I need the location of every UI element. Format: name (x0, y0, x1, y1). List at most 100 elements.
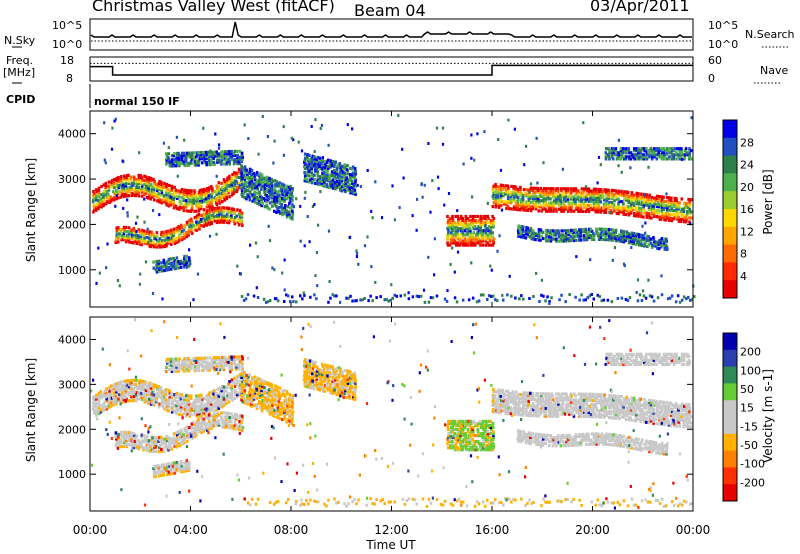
range-cell (467, 237, 470, 241)
noise-cell (256, 255, 259, 259)
range-cell (177, 367, 181, 371)
range-cell (273, 179, 277, 183)
range-cell (633, 147, 636, 151)
range-cell (492, 241, 495, 245)
range-cell (466, 243, 470, 247)
range-cell (515, 207, 518, 211)
range-cell (595, 200, 598, 204)
range-cell (647, 243, 651, 247)
range-cell (170, 265, 174, 269)
range-cell (116, 385, 120, 389)
range-cell (225, 156, 228, 160)
range-cell (289, 206, 292, 210)
range-cell (200, 356, 203, 360)
range-cell (190, 193, 193, 197)
range-cell (600, 192, 604, 196)
range-cell (316, 172, 319, 176)
range-cell (331, 377, 335, 381)
range-cell (257, 200, 261, 204)
range-cell (341, 170, 345, 175)
range-cell (579, 230, 583, 234)
range-cell (655, 204, 659, 209)
range-cell (260, 173, 264, 177)
range-cell (205, 356, 209, 360)
range-cell (173, 189, 176, 193)
range-cell (662, 201, 665, 205)
noise-cell (304, 190, 307, 194)
range-cell (162, 183, 165, 188)
range-cell (336, 383, 339, 387)
range-cell (157, 196, 160, 200)
range-cell (142, 382, 146, 386)
range-cell (660, 205, 664, 209)
range-cell (615, 211, 619, 215)
range-cell (595, 193, 598, 197)
range-cell (218, 212, 221, 216)
range-cell (165, 242, 169, 246)
range-cell (183, 263, 186, 267)
range-cell (639, 233, 643, 237)
ground-scatter-cell (385, 298, 388, 302)
range-cell (170, 396, 174, 400)
range-cell (160, 390, 164, 394)
range-cell (570, 237, 574, 241)
noise-cell (681, 157, 684, 161)
range-cell (308, 160, 312, 164)
range-cell (123, 192, 126, 196)
range-cell (173, 204, 176, 208)
range-cell (524, 192, 527, 196)
range-cell (575, 191, 579, 195)
range-cell (94, 208, 98, 212)
range-cell (195, 421, 199, 425)
range-cell (305, 385, 309, 389)
range-cell (662, 147, 666, 151)
range-cell (554, 207, 558, 211)
range-cell (206, 203, 209, 207)
range-cell (175, 207, 179, 211)
range-cell (177, 436, 180, 440)
range-cell (243, 189, 247, 194)
range-cell (579, 234, 582, 238)
noise-cell (266, 135, 269, 138)
range-cell (181, 153, 184, 157)
range-cell (637, 153, 641, 157)
range-cell (318, 370, 322, 374)
range-cell (345, 395, 349, 399)
range-cell (614, 189, 618, 193)
range-cell (311, 360, 314, 364)
range-cell (102, 394, 105, 398)
noise-cell (249, 243, 252, 247)
range-cell (94, 405, 98, 409)
range-cell (648, 239, 651, 243)
range-cell (208, 186, 211, 190)
range-cell (316, 180, 319, 184)
range-cell (302, 378, 306, 382)
range-cell (519, 208, 522, 212)
range-cell (177, 359, 181, 363)
range-cell (198, 422, 201, 426)
range-cell (468, 235, 472, 239)
range-cell (459, 214, 463, 219)
range-cell (545, 235, 548, 239)
range-cell (165, 400, 169, 404)
noise-cell (611, 258, 614, 262)
range-cell (165, 184, 168, 189)
range-cell (570, 209, 573, 213)
range-cell (273, 203, 276, 207)
range-cell (629, 233, 633, 237)
range-cell (459, 229, 463, 233)
range-cell (124, 385, 128, 389)
range-cell (562, 237, 566, 241)
date-title: 03/Apr/2011 (590, 0, 690, 15)
range-cell (592, 197, 595, 201)
range-cell (203, 193, 207, 198)
range-cell (228, 417, 231, 422)
range-cell (529, 204, 532, 209)
range-cell (175, 158, 179, 162)
range-cell (583, 203, 586, 207)
range-cell (185, 394, 188, 398)
range-cell (187, 357, 190, 361)
range-cell (276, 192, 279, 196)
range-cell (92, 194, 95, 198)
range-cell (632, 203, 636, 207)
